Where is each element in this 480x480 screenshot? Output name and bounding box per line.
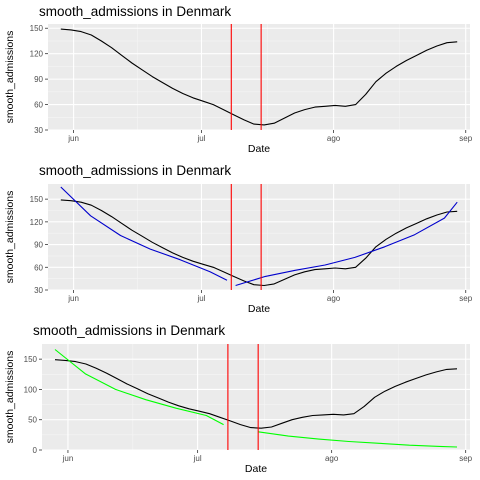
y-tick-label: 50 [28,416,37,425]
x-tick-label: ago [327,134,341,143]
x-tick-label: sep [459,294,472,303]
y-tick-label: 60 [34,263,43,272]
y-tick-label: 90 [34,75,43,84]
y-tick-label: 150 [24,355,38,364]
series-line [60,28,458,126]
panel-background [42,344,470,450]
chart-title: smooth_admissions in Denmark [39,4,231,19]
y-tick-label: 30 [34,126,43,135]
y-tick-label: 100 [24,385,38,394]
x-tick-label: sep [459,134,472,143]
panel-background [48,184,470,290]
y-tick-label: 90 [34,241,43,250]
series-line [54,349,224,426]
x-axis-label: Date [248,143,270,155]
y-tick-label: 0 [33,446,38,455]
panel-background [48,24,470,130]
series-line [54,359,458,429]
x-tick-label: jun [67,294,79,303]
y-tick-label: 60 [34,101,43,110]
y-tick-label: 30 [34,286,43,295]
y-tick-label: 150 [30,24,44,33]
x-tick-label: jun [62,454,74,463]
x-tick-label: ago [327,294,341,303]
y-axis-label: smooth_admissions [4,31,16,124]
y-axis-label: smooth_admissions [4,191,16,284]
series-line [60,186,228,281]
x-tick-label: sep [459,454,472,463]
series-line [235,201,458,287]
series-line [258,431,458,448]
x-axis-label: Date [248,303,270,315]
y-tick-label: 120 [30,50,44,59]
chart-title: smooth_admissions in Denmark [39,163,231,178]
y-axis-label: smooth_admissions [4,351,16,444]
x-tick-label: jun [67,134,79,143]
x-axis-label: Date [245,463,267,475]
x-tick-label: ago [325,454,339,463]
y-tick-label: 150 [30,195,44,204]
x-tick-label: jul [196,294,205,303]
chart-title: smooth_admissions in Denmark [33,323,225,338]
x-tick-label: jul [193,454,202,463]
series-line [60,199,458,287]
y-tick-label: 120 [30,218,44,227]
x-tick-label: jul [196,134,205,143]
